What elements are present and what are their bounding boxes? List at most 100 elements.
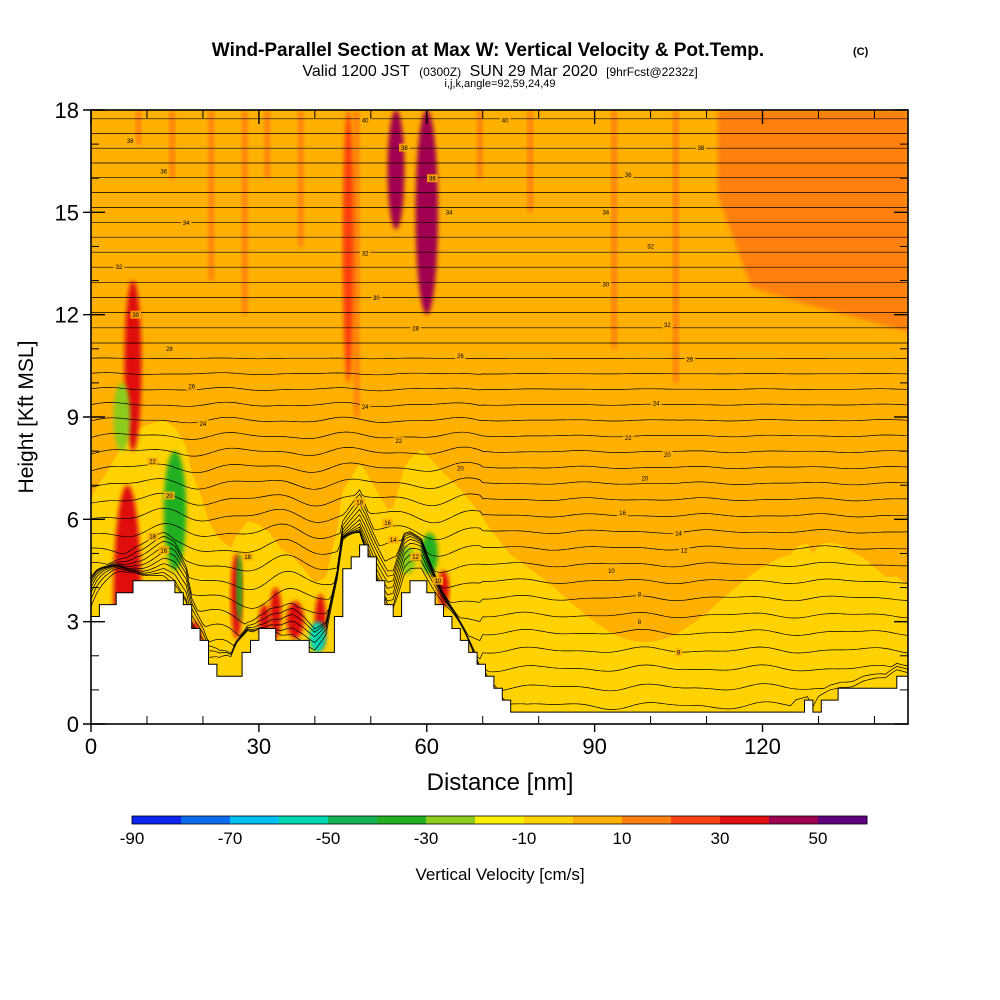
colorbar-swatch xyxy=(426,816,476,824)
svg-text:26: 26 xyxy=(188,385,195,391)
colorbar: -90 -70 -50 -30 -10 10 30 50 xyxy=(120,815,868,848)
theta-contour-label: 18 xyxy=(147,532,158,541)
theta-contour-line xyxy=(91,523,908,625)
theta-contour-label: 24 xyxy=(197,419,209,428)
theta-contour-label: 40 xyxy=(499,116,511,125)
theta-contour-label: 28 xyxy=(410,324,421,333)
y-tick-label: 15 xyxy=(55,200,79,225)
svg-text:32: 32 xyxy=(362,252,369,258)
subtitle-indices: i,j,k,angle=92,59,24,49 xyxy=(444,78,555,90)
theta-contour-label: 38 xyxy=(695,143,707,152)
theta-contour-label: 26 xyxy=(186,382,198,391)
colorbar-swatch xyxy=(720,816,770,824)
colorbar-swatch xyxy=(181,816,231,824)
colorbar-tick-label: 30 xyxy=(711,829,730,848)
svg-text:38: 38 xyxy=(127,139,134,145)
y-tick-label: 9 xyxy=(67,405,79,430)
subtitle-forecast: [9hrFcst@2232z] xyxy=(606,65,698,79)
field-streak xyxy=(242,110,248,315)
svg-text:18: 18 xyxy=(356,501,363,507)
theta-contour-label: 16 xyxy=(617,508,629,517)
plot-area: 8 8 8 10 12 14 16 20 20 20 22 22 24 24 26 26 28 30 30 32 32 3… xyxy=(91,110,908,724)
subtitle-date: SUN 29 Mar 2020 xyxy=(470,63,598,80)
field-streak xyxy=(208,110,215,281)
theta-contour-label: 16 xyxy=(158,546,170,554)
theta-contour-line xyxy=(91,498,908,541)
theta-contour-label: 30 xyxy=(130,310,142,319)
theta-contour-label: 18 xyxy=(354,498,366,507)
colorbar-swatch xyxy=(230,816,280,824)
theta-contour-label: 22 xyxy=(393,436,405,445)
svg-text:32: 32 xyxy=(664,323,671,329)
colorbar-tick-label: 50 xyxy=(809,829,828,848)
svg-text:22: 22 xyxy=(625,436,632,442)
colorbar-swatch xyxy=(328,816,378,824)
y-tick-label: 0 xyxy=(67,712,79,737)
theta-contour-label: 36 xyxy=(426,174,438,183)
svg-text:30: 30 xyxy=(602,282,609,288)
theta-contour-line xyxy=(91,357,908,360)
svg-text:36: 36 xyxy=(160,170,167,176)
field-streak xyxy=(135,110,142,145)
colorbar-swatch xyxy=(524,816,574,824)
subtitle-utc: (0300Z) xyxy=(419,65,461,79)
field-streak xyxy=(527,110,534,213)
theta-contour-line xyxy=(91,431,908,440)
field-streak xyxy=(298,110,304,247)
svg-text:24: 24 xyxy=(200,422,207,428)
downdraft-core xyxy=(113,382,131,452)
theta-contour-label: 30 xyxy=(370,293,382,302)
svg-text:36: 36 xyxy=(625,173,632,179)
theta-contour-line xyxy=(91,461,908,474)
svg-text:8: 8 xyxy=(638,593,642,599)
svg-text:32: 32 xyxy=(647,245,654,251)
theta-contour-label: 12 xyxy=(678,546,690,554)
svg-text:8: 8 xyxy=(677,651,681,657)
theta-contour-line xyxy=(91,387,908,392)
svg-text:20: 20 xyxy=(457,466,464,472)
theta-contour-label: 24 xyxy=(650,399,662,408)
colorbar-tick-label: -90 xyxy=(120,829,145,848)
svg-text:24: 24 xyxy=(362,405,369,411)
svg-text:36: 36 xyxy=(429,177,436,183)
theta-contour-label: 38 xyxy=(124,136,136,145)
field-streak xyxy=(672,110,679,383)
svg-text:38: 38 xyxy=(698,146,705,152)
theta-contour-label: 20 xyxy=(661,450,673,459)
svg-text:14: 14 xyxy=(675,531,682,537)
theta-contour-label: 34 xyxy=(443,208,455,217)
theta-contour-label: 8 xyxy=(635,590,644,599)
theta-contour-line xyxy=(91,514,908,591)
theta-contour-line xyxy=(91,489,908,507)
theta-contour-label: 16 xyxy=(382,518,393,527)
svg-text:20: 20 xyxy=(642,477,649,483)
svg-text:30: 30 xyxy=(132,313,139,319)
colorbar-tick-label: -50 xyxy=(316,829,341,848)
colorbar-frame xyxy=(131,815,868,825)
theta-contour-label: 22 xyxy=(147,457,158,466)
downdraft-core xyxy=(309,621,327,653)
colorbar-swatch xyxy=(377,816,427,824)
field-streak xyxy=(264,110,271,179)
svg-text:18: 18 xyxy=(244,555,251,561)
theta-contour-label: 32 xyxy=(661,320,673,329)
colorbar-tick-label: 10 xyxy=(613,829,632,848)
x-tick-label: 0 xyxy=(85,734,97,759)
field-upper-ascent xyxy=(717,110,908,332)
y-tick-label: 3 xyxy=(67,610,79,635)
colorbar-swatch xyxy=(622,816,672,824)
x-axis-label: Distance [nm] xyxy=(427,769,574,796)
field-streak xyxy=(477,110,483,179)
svg-text:12: 12 xyxy=(681,548,688,554)
theta-contour-label: 34 xyxy=(180,218,192,227)
theta-contour-line xyxy=(91,401,908,408)
chart-title-mark: (C) xyxy=(853,46,869,58)
svg-text:26: 26 xyxy=(686,357,693,363)
theta-contour-line xyxy=(91,477,908,490)
svg-text:30: 30 xyxy=(373,296,380,302)
chart-title: Wind-Parallel Section at Max W: Vertical… xyxy=(212,40,764,61)
y-tick-label: 18 xyxy=(55,98,79,123)
colorbar-swatch xyxy=(573,816,623,824)
theta-contour-label: 28 xyxy=(163,344,175,353)
